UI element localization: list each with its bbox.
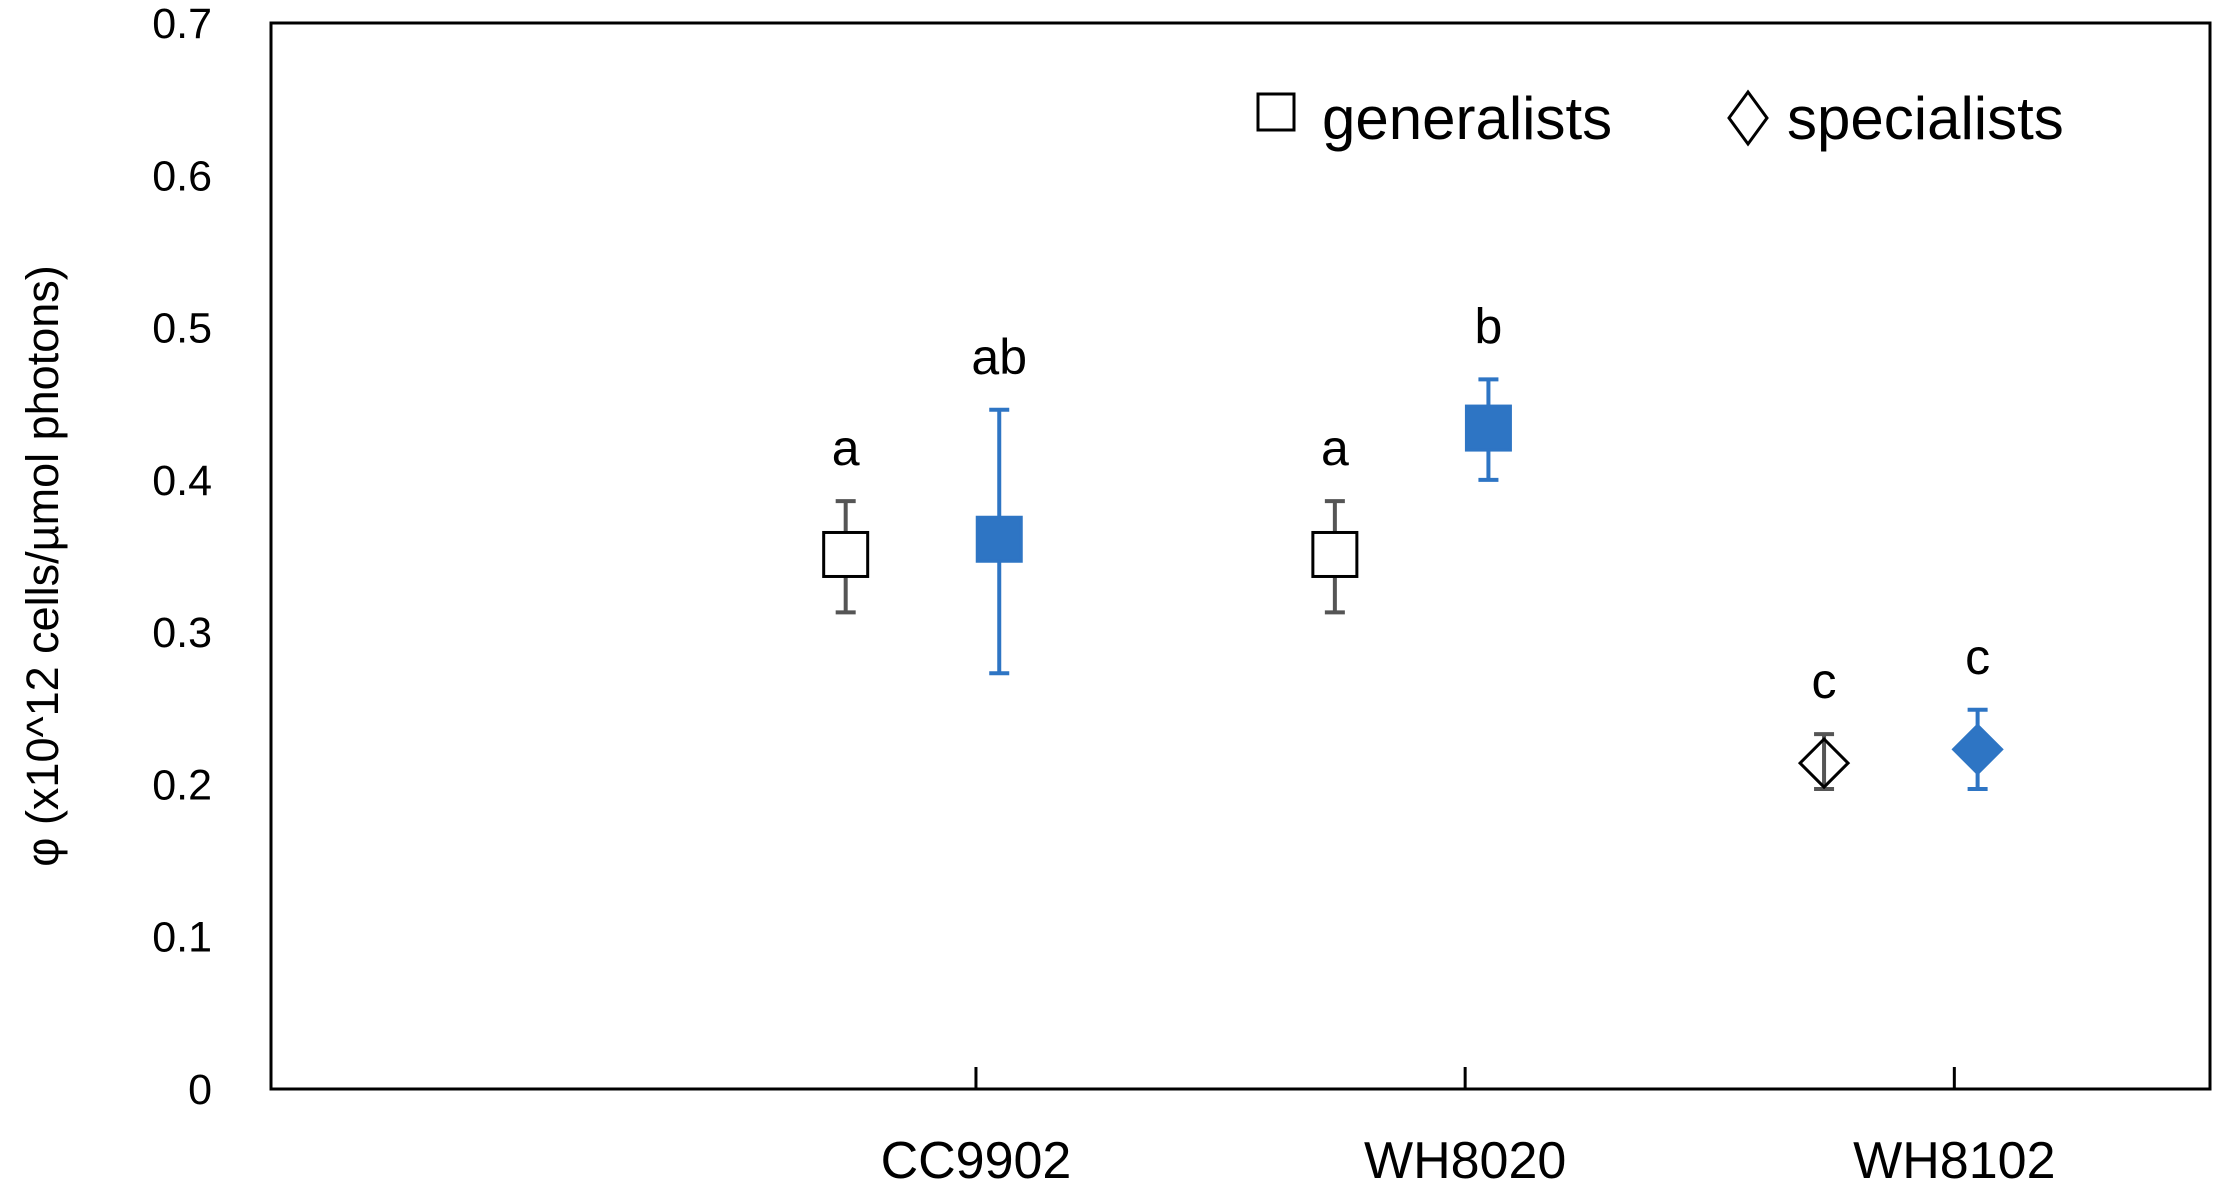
data-point-WH8102-filled: c bbox=[1951, 629, 2004, 791]
y-tick-label: 0.4 bbox=[152, 457, 212, 505]
open-square-marker bbox=[1311, 530, 1359, 578]
filled-diamond-marker bbox=[1951, 723, 2004, 776]
significance-label: a bbox=[832, 420, 860, 476]
y-tick-label: 0.5 bbox=[152, 305, 212, 353]
x-axis-ticks: CC9902 WH8020 WH8102 bbox=[881, 1067, 2055, 1188]
significance-label: c bbox=[1965, 629, 1990, 685]
significance-label: a bbox=[1321, 420, 1349, 476]
y-tick-label: 0.2 bbox=[152, 761, 212, 809]
data-point-CC9902-open: a bbox=[822, 420, 870, 615]
data-point-WH8102-open: c bbox=[1797, 653, 1851, 791]
data-point-WH8020-filled: b bbox=[1464, 298, 1512, 482]
legend-label-specialists: specialists bbox=[1787, 85, 2064, 152]
y-tick-label: 0.1 bbox=[152, 914, 212, 962]
data-point-WH8020-open: a bbox=[1311, 420, 1359, 615]
data-point-CC9902-filled: ab bbox=[971, 329, 1027, 676]
significance-label: b bbox=[1475, 298, 1503, 354]
y-axis-title: φ (x10^12 cells/µmol photons) bbox=[17, 265, 68, 866]
y-axis-ticks: 0 0.1 0.2 0.3 0.4 0.5 0.6 0.7 bbox=[152, 0, 212, 1114]
filled-square-marker bbox=[1464, 404, 1512, 452]
significance-label: c bbox=[1812, 653, 1837, 709]
x-tick-label: WH8102 bbox=[1853, 1132, 2055, 1188]
y-tick-label: 0.7 bbox=[152, 0, 212, 48]
open-diamond-marker bbox=[1797, 736, 1851, 790]
legend-label-generalists: generalists bbox=[1322, 85, 1612, 152]
plot-frame bbox=[269, 21, 2212, 1091]
y-tick-label: 0.3 bbox=[152, 609, 212, 657]
y-tick-label: 0 bbox=[188, 1066, 212, 1114]
x-tick-label: WH8020 bbox=[1364, 1132, 1566, 1188]
significance-label: ab bbox=[971, 329, 1027, 385]
y-tick-label: 0.6 bbox=[152, 152, 212, 200]
legend-square-marker bbox=[1256, 92, 1296, 132]
open-square-marker bbox=[822, 530, 870, 578]
filled-square-marker bbox=[975, 515, 1023, 563]
legend-diamond-marker bbox=[1727, 89, 1769, 147]
legend: generalists specialists bbox=[1256, 85, 2064, 152]
x-tick-label: CC9902 bbox=[881, 1132, 1072, 1188]
